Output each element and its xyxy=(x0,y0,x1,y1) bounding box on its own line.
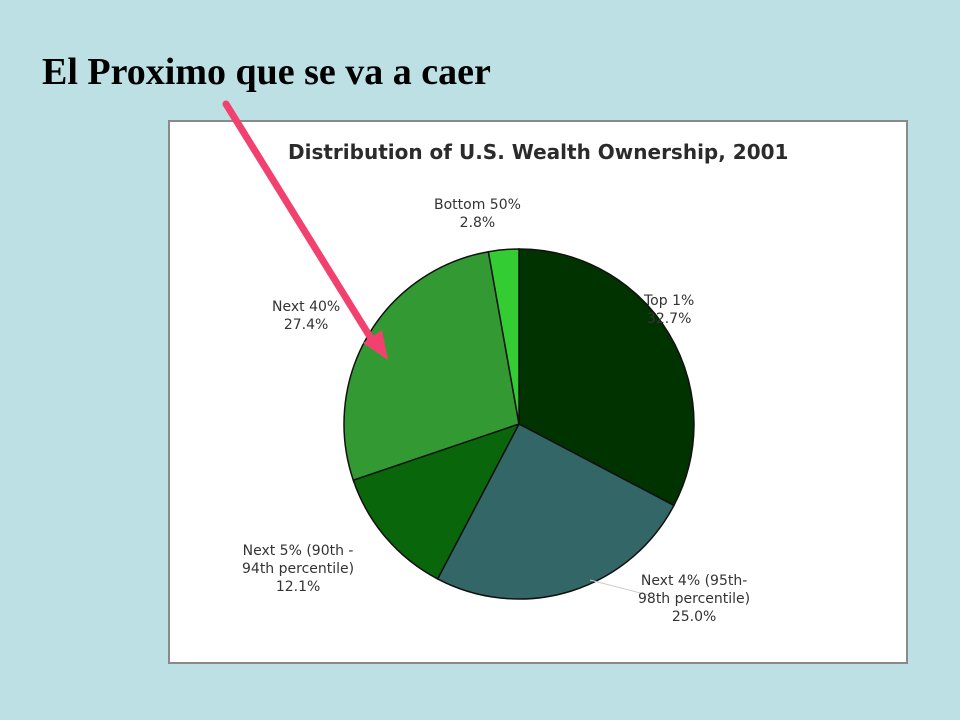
chart-frame: Distribution of U.S. Wealth Ownership, 2… xyxy=(168,120,908,664)
slice-label-next-4: Next 4% (95th- 98th percentile) 25.0% xyxy=(638,573,751,625)
slice-label-top-1: Top 1% 32.7% xyxy=(644,293,695,327)
leader-line-next-4 xyxy=(589,579,653,597)
slice-label-next-40: Next 40% 27.4% xyxy=(272,299,341,333)
pie-slice-next-5 xyxy=(352,422,521,580)
pie-slice-top-1 xyxy=(518,248,695,507)
slide-title: El Proximo que se va a caer xyxy=(42,51,491,93)
pie-slice-bottom-50 xyxy=(487,248,520,425)
slice-label-bottom-50: Bottom 50% 2.8% xyxy=(434,197,521,231)
pie-chart xyxy=(343,248,695,600)
slice-label-next-5: Next 5% (90th - 94th percentile) 12.1% xyxy=(242,543,355,595)
